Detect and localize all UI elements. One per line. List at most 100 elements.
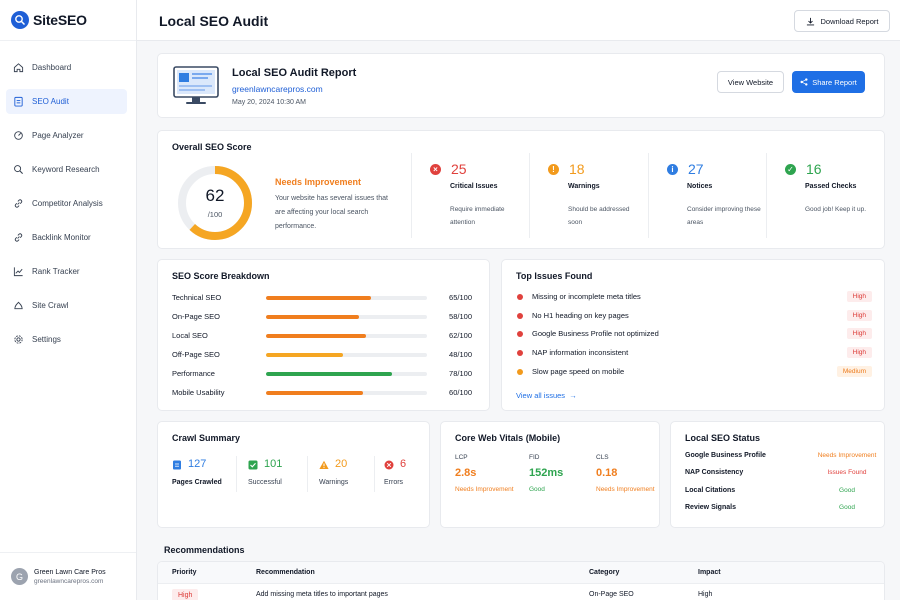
issue-row[interactable]: No H1 heading on key pages High <box>516 309 872 322</box>
stat-label: Passed Checks <box>805 183 857 190</box>
view-all-label: View all issues <box>516 391 566 400</box>
local-status-row: Review Signals Good <box>685 504 875 514</box>
crawl-count: 6 <box>400 458 407 470</box>
crawl-label: Warnings <box>319 479 349 486</box>
check-square-icon <box>248 460 258 470</box>
stat-warnings[interactable]: ! 18 Warnings Should be addressed soon <box>529 153 647 238</box>
stat-count: 18 <box>569 161 585 177</box>
stat-notices[interactable]: i 27 Notices Consider improving these ar… <box>648 153 766 238</box>
error-icon: × <box>430 164 441 175</box>
sidebar-item-label: Site Crawl <box>32 301 69 310</box>
sidebar-item-competitor-analysis[interactable]: Competitor Analysis <box>6 191 127 216</box>
metric-label: LCP <box>455 454 468 461</box>
table-header: Priority Recommendation Category Impact <box>158 562 884 584</box>
view-website-button[interactable]: View Website <box>717 71 784 93</box>
sidebar-item-backlink-monitor[interactable]: Backlink Monitor <box>6 225 127 250</box>
brand[interactable]: SiteSEO <box>0 0 136 41</box>
divider <box>374 456 375 492</box>
issue-text: Slow page speed on mobile <box>532 366 625 376</box>
download-report-button[interactable]: Download Report <box>794 10 890 32</box>
severity-badge: Medium <box>836 365 872 377</box>
recommendations-table: Priority Recommendation Category Impact … <box>157 561 885 600</box>
stat-critical-issues[interactable]: × 25 Critical Issues Require immediate a… <box>411 153 529 238</box>
stat-count: 27 <box>688 161 704 177</box>
warning-icon: ! <box>548 164 559 175</box>
sidebar-item-label: Keyword Research <box>32 165 100 174</box>
download-icon <box>806 17 814 25</box>
severity-dot-icon <box>517 368 523 375</box>
report-title: Local SEO Audit Report <box>232 67 357 79</box>
topbar: Local SEO Audit Download Report <box>137 0 900 41</box>
breakdown-bar <box>266 315 427 319</box>
sidebar-item-seo-audit[interactable]: SEO Audit <box>6 89 127 114</box>
stat-label: Warnings <box>568 183 600 190</box>
score-description: Your website has several issues that are… <box>275 195 388 230</box>
local-status-value: Issues Found <box>827 469 867 477</box>
col-impact[interactable]: Impact <box>698 569 721 576</box>
stat-desc: Require immediate attention <box>450 206 505 226</box>
stat-desc: Consider improving these areas <box>687 206 761 226</box>
gear-icon <box>13 334 24 345</box>
issue-row[interactable]: NAP information inconsistent High <box>516 347 872 359</box>
stat-label: Critical Issues <box>450 183 498 190</box>
sidebar-item-label: SEO Audit <box>32 97 69 106</box>
breakdown-value: 58/100 <box>449 312 472 321</box>
user-profile[interactable]: G Green Lawn Care Pros greenlawncarepros… <box>0 552 136 600</box>
score-breakdown-card: SEO Score Breakdown Technical SEO 65/100 O… <box>157 259 490 411</box>
crawl-label: Errors <box>384 479 404 486</box>
local-status-row: Local Citations Good <box>685 487 875 497</box>
view-all-issues-link[interactable]: View all issues → <box>516 391 577 400</box>
severity-badge: High <box>846 347 872 359</box>
recommendations-title: Recommendations <box>164 545 245 555</box>
stat-count: 25 <box>451 161 467 177</box>
stat-desc: Good job! Keep it up. <box>805 206 867 213</box>
arrow-right-icon: → <box>567 391 577 400</box>
crawl-label: Pages Crawled <box>172 479 222 486</box>
stat-count: 16 <box>806 161 822 177</box>
severity-dot-icon <box>517 331 523 338</box>
breakdown-row: Technical SEO 65/100 <box>172 293 478 303</box>
issue-row[interactable]: Missing or incomplete meta titles High <box>516 291 872 303</box>
breakdown-bar <box>266 353 427 357</box>
sidebar-item-settings[interactable]: Settings <box>6 327 127 352</box>
crawl-label: Successful <box>248 479 282 486</box>
report-date: May 20, 2024 10:30 AM <box>232 99 306 106</box>
share-report-label: Share Report <box>812 77 857 87</box>
breakdown-row: Off-Page SEO 48/100 <box>172 350 478 360</box>
local-status-value: Needs Improvement <box>817 452 877 459</box>
stat-desc: Should be addressed soon <box>568 206 630 226</box>
issue-row[interactable]: Slow page speed on mobile Medium <box>516 365 872 378</box>
breakdown-bar-fill <box>266 391 363 395</box>
user-name: Green Lawn Care Pros <box>34 568 106 576</box>
overall-score-title: Overall SEO Score <box>172 142 252 152</box>
top-issues-card: Top Issues Found Missing or incomplete m… <box>501 259 885 411</box>
sidebar-item-rank-tracker[interactable]: Rank Tracker <box>6 259 127 284</box>
score-max: /100 <box>207 210 223 219</box>
stat-passed-checks[interactable]: ✓ 16 Passed Checks Good job! Keep it up. <box>766 153 884 238</box>
metric-value: 0.18 <box>596 467 618 479</box>
col-priority[interactable]: Priority <box>172 569 197 576</box>
issue-row[interactable]: Google Business Profile not optimized Hig… <box>516 328 872 340</box>
warning-triangle-icon <box>319 460 329 469</box>
breakdown-bar <box>266 372 427 376</box>
report-domain-link[interactable]: greenlawncarepros.com <box>232 84 323 94</box>
share-report-button[interactable]: Share Report <box>792 71 865 93</box>
table-row[interactable]: High Add missing meta titles to importan… <box>158 584 884 600</box>
sidebar-item-dashboard[interactable]: Dashboard <box>6 55 127 80</box>
breakdown-label: On-Page SEO <box>172 312 220 321</box>
col-category[interactable]: Category <box>589 569 620 576</box>
local-title: Local SEO Status <box>685 433 761 443</box>
crawl-count: 20 <box>335 458 348 470</box>
sidebar-item-keyword-research[interactable]: Keyword Research <box>6 157 127 182</box>
recommendation-text: Add missing meta titles to important pag… <box>256 591 388 598</box>
info-icon: i <box>667 164 678 175</box>
metric-value: 2.8s <box>455 467 477 479</box>
breakdown-label: Local SEO <box>172 331 208 340</box>
severity-dot-icon <box>517 312 523 319</box>
col-recommendation[interactable]: Recommendation <box>256 569 315 576</box>
sidebar-item-site-crawl[interactable]: Site Crawl <box>6 293 127 318</box>
sidebar-item-label: Dashboard <box>32 63 72 72</box>
home-icon <box>13 62 24 73</box>
breakdown-bar-fill <box>266 296 371 300</box>
sidebar-item-page-analyzer[interactable]: Page Analyzer <box>6 123 127 148</box>
